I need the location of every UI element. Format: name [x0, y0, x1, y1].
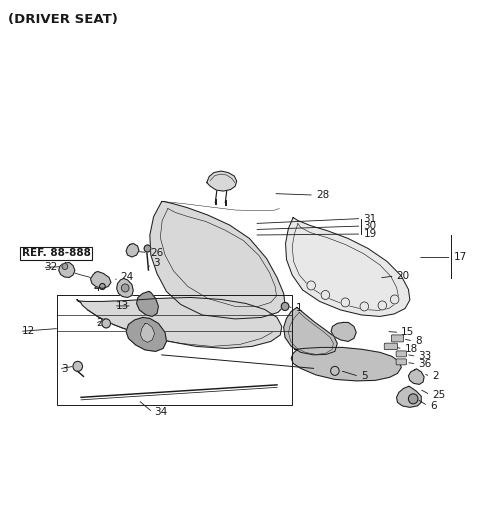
Text: 15: 15 — [401, 327, 415, 337]
Text: 23: 23 — [96, 319, 110, 328]
Text: 8: 8 — [415, 336, 422, 346]
Polygon shape — [331, 322, 356, 341]
Text: 20: 20 — [396, 271, 410, 281]
Polygon shape — [77, 297, 282, 348]
Text: 3: 3 — [153, 259, 159, 269]
Polygon shape — [286, 218, 410, 317]
Circle shape — [281, 302, 289, 311]
Text: 3: 3 — [60, 364, 67, 374]
Text: 17: 17 — [454, 252, 467, 263]
Polygon shape — [140, 323, 155, 342]
Text: 6: 6 — [430, 401, 436, 411]
Circle shape — [102, 319, 110, 328]
Circle shape — [321, 290, 330, 299]
Polygon shape — [284, 308, 337, 355]
Circle shape — [378, 301, 386, 310]
Polygon shape — [396, 386, 421, 408]
Text: 19: 19 — [363, 229, 377, 239]
Polygon shape — [117, 278, 133, 297]
Circle shape — [341, 298, 349, 307]
Text: 28: 28 — [316, 190, 329, 200]
FancyBboxPatch shape — [384, 343, 397, 349]
Circle shape — [408, 394, 418, 404]
FancyBboxPatch shape — [391, 335, 404, 342]
Text: (DRIVER SEAT): (DRIVER SEAT) — [9, 13, 119, 26]
Circle shape — [144, 245, 151, 252]
Text: 5: 5 — [361, 371, 368, 381]
FancyBboxPatch shape — [396, 359, 407, 365]
Circle shape — [331, 366, 339, 375]
Polygon shape — [291, 347, 401, 381]
Text: 24: 24 — [120, 273, 134, 282]
Circle shape — [390, 295, 399, 304]
Polygon shape — [126, 243, 139, 257]
Text: 18: 18 — [405, 344, 418, 354]
Text: REF. 88-888: REF. 88-888 — [22, 248, 91, 259]
Text: 34: 34 — [155, 408, 168, 417]
Circle shape — [73, 362, 83, 371]
Polygon shape — [126, 318, 167, 351]
Text: 31: 31 — [363, 214, 377, 224]
Circle shape — [121, 284, 129, 292]
Polygon shape — [59, 263, 75, 277]
Text: 36: 36 — [419, 359, 432, 369]
FancyBboxPatch shape — [396, 351, 407, 357]
Circle shape — [62, 264, 68, 270]
Text: 12: 12 — [22, 326, 35, 336]
Text: 4: 4 — [94, 283, 100, 293]
Circle shape — [307, 281, 315, 290]
Text: 30: 30 — [363, 221, 376, 231]
Polygon shape — [137, 291, 158, 317]
Polygon shape — [408, 369, 424, 384]
Circle shape — [99, 283, 105, 289]
Circle shape — [360, 302, 369, 311]
Polygon shape — [207, 171, 237, 191]
Text: 25: 25 — [432, 390, 445, 400]
Text: 33: 33 — [419, 351, 432, 362]
Text: 13: 13 — [116, 301, 129, 311]
Polygon shape — [91, 272, 111, 288]
Text: 1: 1 — [296, 304, 302, 314]
Text: 32: 32 — [45, 263, 58, 273]
Text: 26: 26 — [150, 247, 163, 258]
Polygon shape — [150, 201, 285, 319]
Text: 2: 2 — [432, 371, 439, 381]
